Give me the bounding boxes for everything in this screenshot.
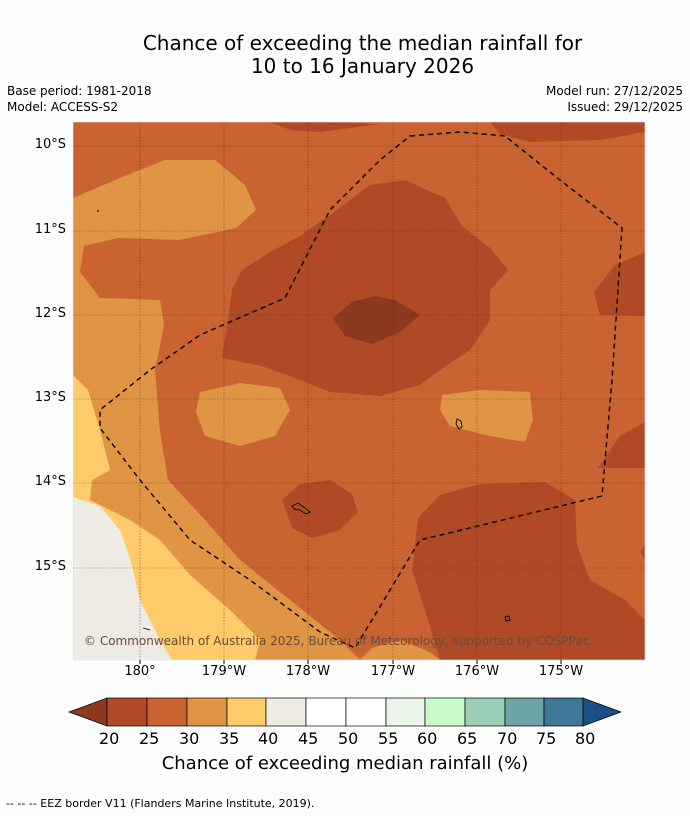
zone-35-40-east: [440, 390, 533, 442]
colorbar-tick: 40: [258, 729, 279, 748]
eez-legend: -- -- -- EEZ border V11 (Flanders Marine…: [6, 797, 315, 810]
colorbar: [67, 697, 623, 727]
zone-25-30-south-center: [282, 480, 358, 538]
graticule: [73, 122, 645, 660]
copyright-text: © Commonwealth of Australia 2025, Bureau…: [84, 634, 589, 648]
lon-label: 179°W: [201, 664, 247, 679]
colorbar-swatch-50-55: [345, 697, 387, 727]
model-name: Model: ACCESS-S2: [7, 100, 119, 114]
colorbar-low-extend: [67, 697, 108, 727]
colorbar-swatch-75-80: [543, 697, 584, 727]
lon-label: 175°W: [538, 664, 584, 679]
lat-label: 12°S: [34, 306, 66, 321]
colorbar-swatch-35-40: [226, 697, 267, 727]
lon-label: 178°W: [285, 664, 331, 679]
colorbar-swatch-25-30: [146, 697, 188, 727]
colorbar-swatch-70-75: [504, 697, 545, 727]
zone-45-50: [73, 497, 172, 660]
colorbar-tick: 50: [338, 729, 359, 748]
colorbar-tick: 80: [575, 729, 596, 748]
map-frame: [72, 121, 646, 661]
island-southwest: [142, 627, 151, 631]
colorbar-tick: 35: [219, 729, 240, 748]
chart-title-line1: Chance of exceeding the median rainfall …: [142, 31, 583, 55]
colorbar-swatch-30-35: [186, 697, 228, 727]
colorbar-high-extend: [582, 697, 623, 727]
zone-35-40-south: [360, 640, 440, 660]
colorbar-tick: 70: [497, 729, 518, 748]
zone-25-30-central: [222, 180, 508, 396]
colorbar-tick: 75: [536, 729, 557, 748]
lat-label: 14°S: [34, 474, 66, 489]
island-northwest: [97, 210, 99, 212]
lon-label: 180°: [124, 664, 156, 679]
island-central-east: [455, 418, 463, 430]
colorbar-tick: 45: [298, 729, 319, 748]
probability-map: [73, 122, 645, 660]
lat-label: 13°S: [34, 390, 66, 405]
colorbar-tick: 25: [139, 729, 160, 748]
axis-ticks: [139, 660, 562, 664]
colorbar-swatch-40-45: [265, 697, 307, 727]
colorbar-swatch-60-65: [424, 697, 466, 727]
issued-date: Issued: 29/12/2025: [567, 100, 683, 114]
chart-title-line2: 10 to 16 January 2026: [250, 54, 475, 78]
colorbar-tick: 65: [457, 729, 478, 748]
island-central-west: [291, 502, 311, 515]
zone-25-30-northeast: [490, 122, 645, 142]
zone-25-30-east-low: [598, 422, 645, 468]
lat-label: 11°S: [34, 222, 66, 237]
lon-label: 177°W: [370, 664, 416, 679]
colorbar-tick: 55: [378, 729, 399, 748]
colorbar-swatch-45-50: [305, 697, 347, 727]
colorbar-swatch-65-70: [464, 697, 506, 727]
island-southeast: [504, 615, 511, 622]
colorbar-swatch-55-60: [385, 697, 426, 727]
colorbar-tick: 20: [99, 729, 120, 748]
colorbar-tick: 60: [417, 729, 438, 748]
colorbar-tick: 30: [179, 729, 200, 748]
zone-25-30-north-strip: [270, 122, 380, 132]
zone-25-30-edge: [640, 545, 645, 560]
model-run: Model run: 27/12/2025: [545, 84, 683, 98]
base-period: Base period: 1981-2018: [7, 84, 152, 98]
zone-20-25: [333, 296, 420, 344]
lat-label: 15°S: [34, 559, 66, 574]
colorbar-swatch-20-25: [106, 697, 148, 727]
zone-25-30-east-right: [594, 252, 645, 316]
colorbar-label: Chance of exceeding median rainfall (%): [161, 753, 529, 774]
lat-label: 10°S: [34, 137, 66, 152]
lon-label: 176°W: [454, 664, 500, 679]
zone-25-30-southeast: [412, 482, 645, 660]
